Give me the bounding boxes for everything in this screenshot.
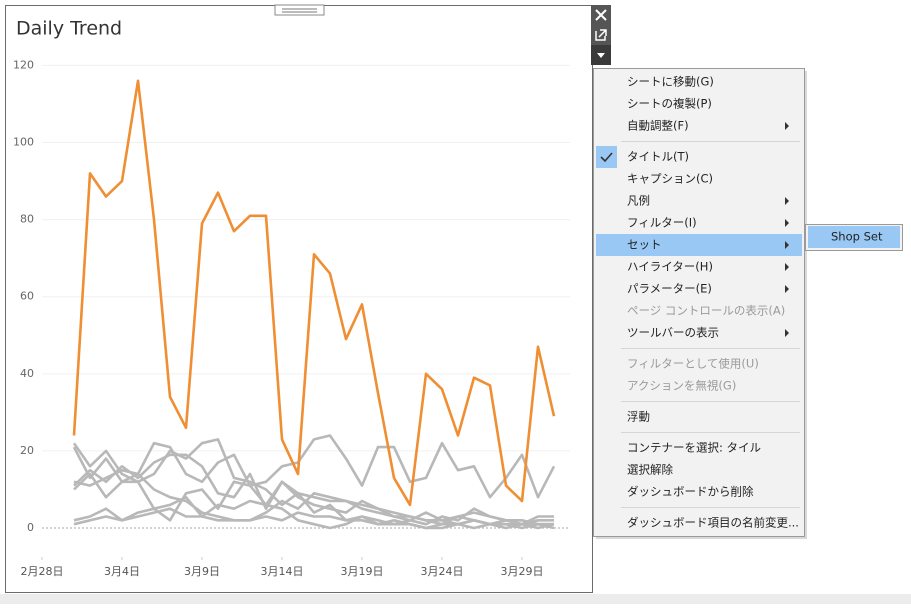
menu-item[interactable]: ハイライター(H) [627,260,713,274]
x-tick-label: 3月4日 [104,565,140,578]
series-line [73,434,556,499]
check-icon [600,152,613,163]
popout-icon [595,29,607,41]
menu-item[interactable]: ダッシュボードから削除 [627,485,754,499]
menu-item[interactable]: フィルター(I) [627,216,697,230]
y-tick-label: 40 [20,367,34,380]
submenu-arrow [785,219,789,227]
menu-item[interactable]: シートに移動(G) [627,75,714,89]
y-tick-label: 120 [13,58,34,71]
menu-item[interactable]: ダッシュボード項目の名前変更... [627,516,799,530]
menu-item[interactable]: セット [627,238,662,252]
menu-item: アクションを無視(G) [627,379,736,393]
drag-handle[interactable] [274,4,325,16]
y-tick-label: 0 [27,521,34,534]
menu-item[interactable]: パラメーター(E) [627,282,712,296]
submenu-arrow [785,241,789,249]
menu-highlight[interactable] [596,234,802,256]
submenu-item[interactable]: Shop Set [831,230,883,244]
series-line [72,446,555,530]
x-tick-label: 3月9日 [184,565,220,578]
context-menu: シートに移動(G) シートの複製(P) 自動調整(F) タイトル(T) キャプション(C… [593,68,903,539]
close-icon [595,9,607,21]
submenu-arrow [785,197,789,205]
y-tick-label: 100 [13,136,34,149]
menu-item[interactable]: 自動調整(F) [627,119,689,133]
menu-item: フィルターとして使用(U) [627,357,759,371]
menu-item[interactable]: コンテナーを選択: タイル [627,441,761,455]
x-tick-label: 3月19日 [341,565,384,578]
x-tick-label: 3月14日 [261,565,304,578]
chart-title: Daily Trend [16,18,122,40]
submenu-arrow [785,329,789,337]
menu-item: ページ コントロールの表示(A) [627,304,785,318]
submenu-arrow [785,285,789,293]
submenu-arrow [785,263,789,271]
y-tick-label: 60 [20,290,34,303]
plot: 0 20 40 60 80 100 120 2月28日 3月4日 3月9日 3月14日 3月19日 3月… [13,58,570,578]
series-line [73,499,555,530]
menu-item[interactable]: キャプション(C) [627,172,713,186]
dropdown-icon [597,53,605,58]
series-line [72,79,556,507]
series-line [73,472,554,526]
item-controls [591,5,611,65]
menu-panel [593,68,805,537]
submenu-arrow [785,122,789,130]
menu-item[interactable]: タイトル(T) [627,150,689,164]
y-tick-label: 20 [20,444,34,457]
submenu-highlight[interactable] [808,226,900,248]
x-tick-label: 3月29日 [501,565,544,578]
menu-item[interactable]: 浮動 [627,410,650,424]
menu-item[interactable]: 凡例 [627,194,650,208]
menu-item[interactable]: シートの複製(P) [627,97,712,111]
y-tick-label: 80 [20,213,34,226]
bottom-bar [0,594,911,604]
dashboard-item[interactable] [5,5,593,593]
menu-item[interactable]: ツールバーの表示 [627,326,719,340]
x-tick-label: 2月28日 [21,565,64,578]
check-box [596,146,617,168]
menu-item[interactable]: 選択解除 [627,463,673,477]
x-tick-label: 3月24日 [421,565,464,578]
